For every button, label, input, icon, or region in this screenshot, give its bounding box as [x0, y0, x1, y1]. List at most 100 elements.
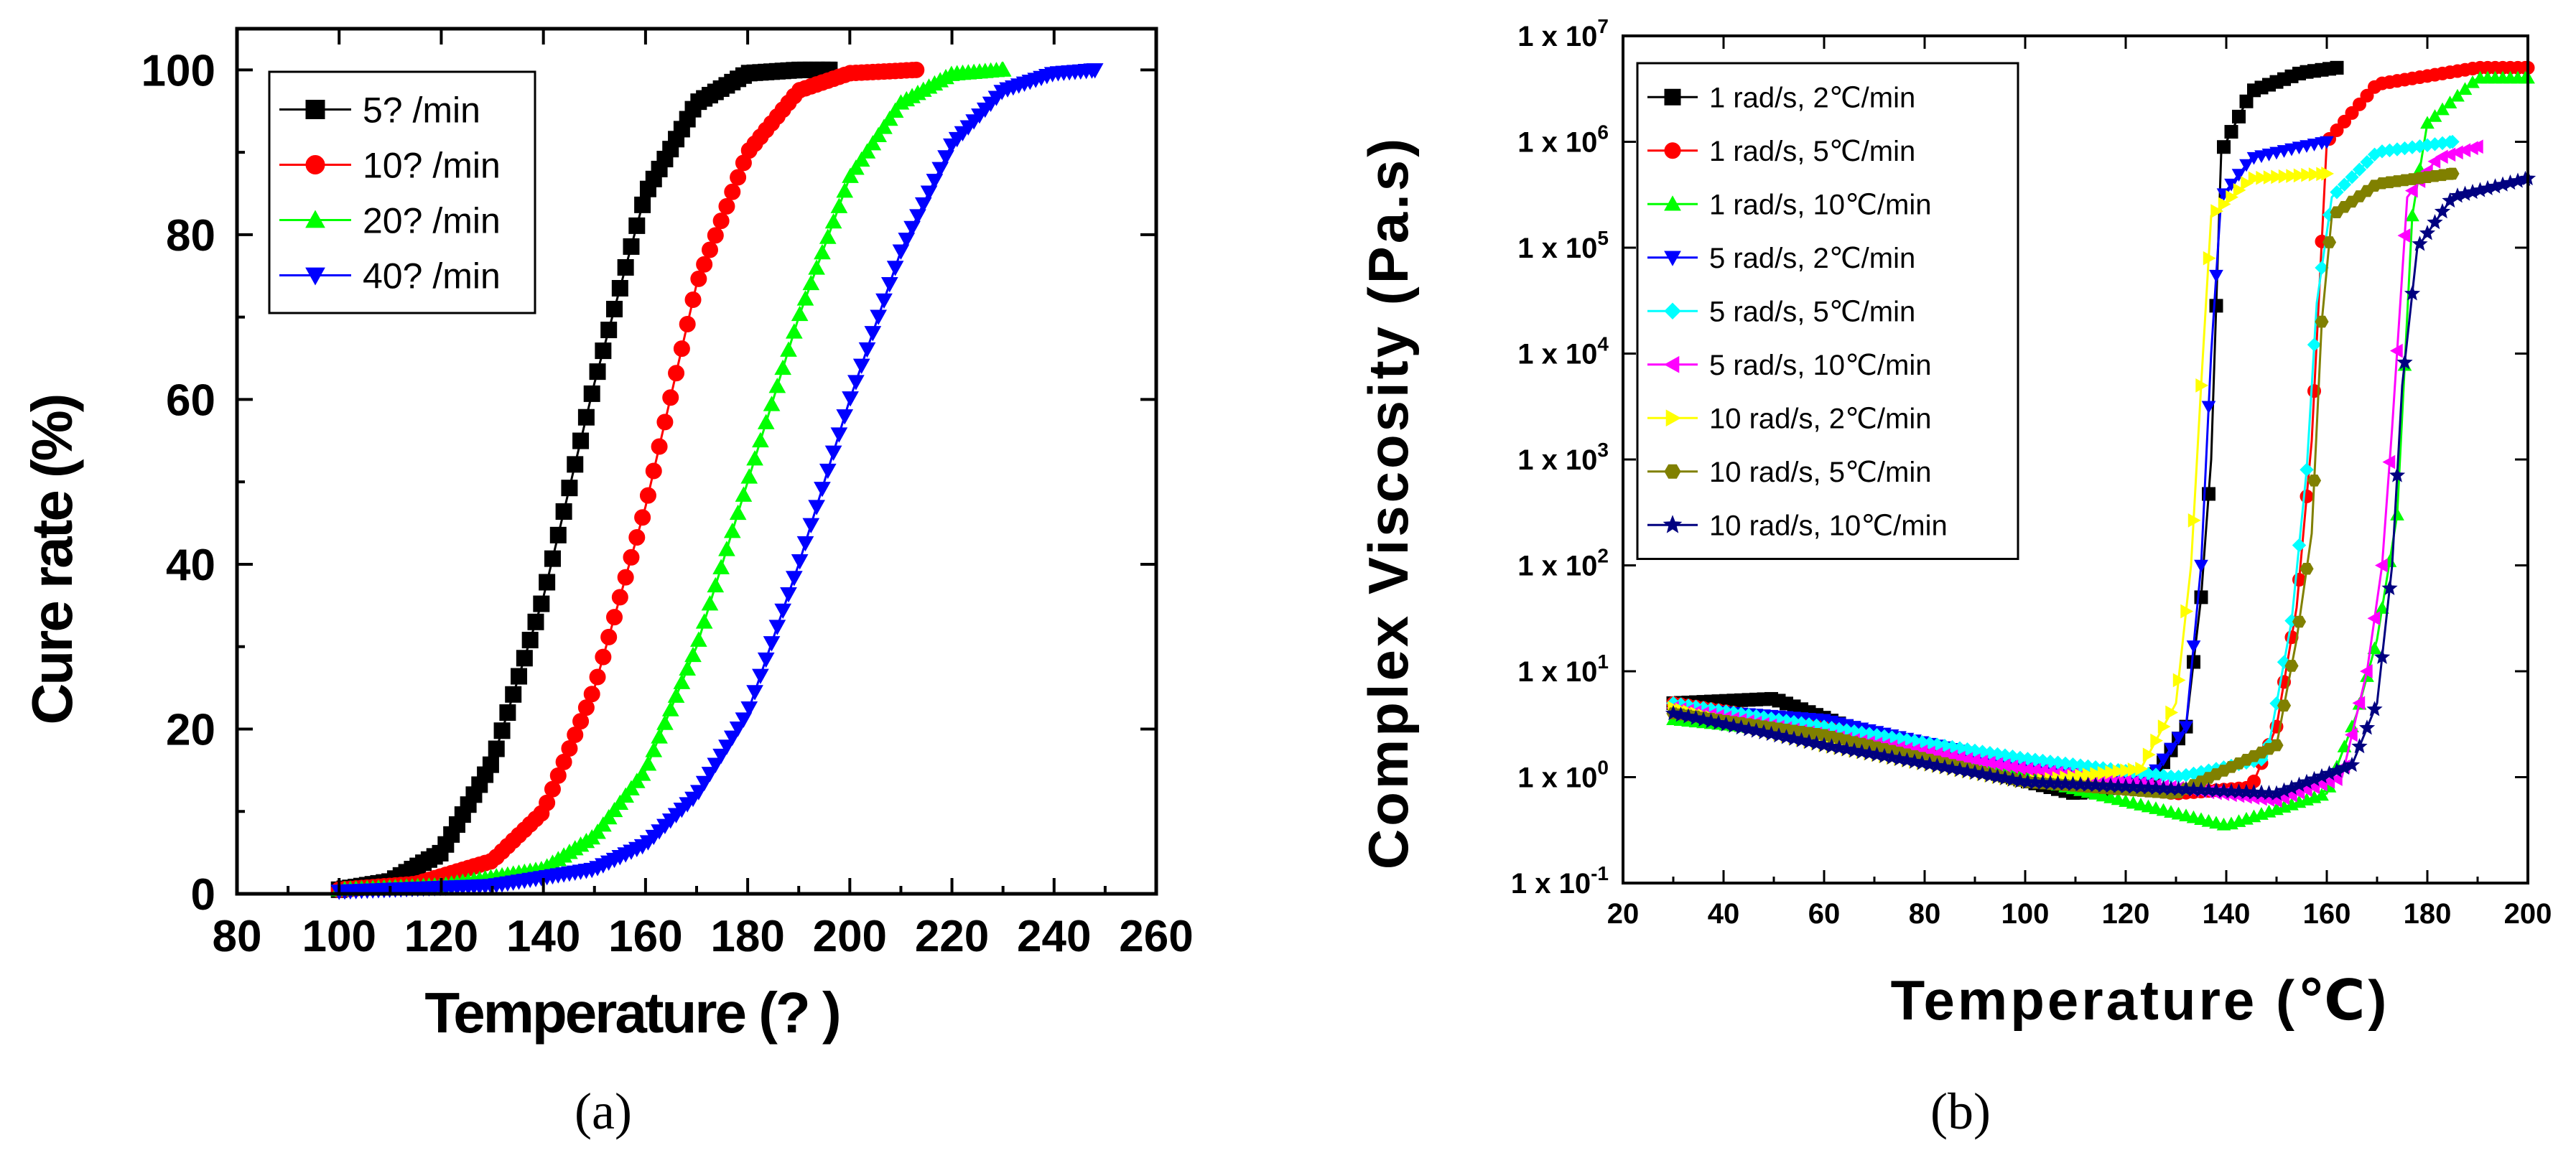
data-point — [814, 243, 831, 260]
data-point — [623, 549, 640, 566]
data-point — [2434, 203, 2451, 219]
data-point — [2345, 169, 2359, 185]
legend-item: 40? /min — [279, 256, 501, 297]
data-point — [527, 613, 544, 630]
data-point — [2427, 154, 2441, 169]
data-point — [589, 363, 606, 381]
legend-label: 10 rad/s, 5℃/min — [1709, 457, 1932, 488]
data-point — [802, 518, 820, 533]
data-point — [791, 305, 809, 322]
chart-b-y-axis-title: Complex Viscosity (Pa.s) — [1357, 136, 1420, 869]
data-point — [2201, 813, 2216, 827]
data-point — [611, 589, 628, 606]
data-point — [2135, 761, 2149, 776]
data-point — [2217, 140, 2231, 154]
data-point — [2445, 167, 2460, 180]
data-point — [695, 613, 713, 629]
data-point — [2353, 97, 2366, 111]
data-point — [2224, 125, 2238, 139]
data-point — [539, 574, 556, 591]
data-point — [634, 509, 651, 526]
data-point — [808, 500, 825, 515]
data-point — [774, 359, 792, 375]
data-point — [2404, 285, 2421, 301]
series-4 — [330, 63, 1104, 900]
data-point — [2180, 604, 2194, 619]
data-point — [628, 217, 646, 234]
data-point — [1846, 742, 1863, 758]
data-point — [852, 358, 870, 374]
data-point — [2301, 167, 2315, 182]
data-point — [572, 432, 590, 449]
data-point — [914, 197, 932, 213]
data-point — [2164, 805, 2178, 818]
legend-label: 10 rad/s, 10℃/min — [1709, 510, 1948, 541]
y-tick-label: 60 — [166, 375, 215, 425]
data-point — [819, 228, 837, 244]
legend-box — [1636, 62, 2019, 560]
data-point — [2157, 719, 2171, 734]
data-point — [830, 197, 848, 213]
data-point — [2149, 801, 2163, 814]
data-point — [1869, 746, 1885, 762]
data-point — [583, 686, 600, 703]
y-tick-label: 80 — [166, 211, 215, 261]
data-point — [819, 463, 837, 480]
data-point — [2351, 738, 2368, 754]
data-point — [493, 722, 511, 739]
y-tick-label: 1 x 104 — [1517, 333, 1609, 370]
caption-a: (a) — [575, 1083, 632, 1140]
y-tick-label: 20 — [166, 705, 215, 755]
legend-item: 1 rad/s, 2℃/min — [1647, 82, 1915, 113]
legend-marker — [1664, 464, 1681, 479]
data-point — [2427, 109, 2442, 122]
data-point — [567, 456, 584, 473]
data-point — [1854, 743, 1870, 760]
legend-label: 5 rad/s, 2℃/min — [1709, 243, 1915, 274]
data-point — [892, 244, 910, 260]
data-point — [1914, 755, 1930, 770]
legend-marker — [305, 267, 325, 286]
data-point — [864, 135, 882, 151]
data-point — [600, 322, 618, 339]
data-point — [2284, 660, 2299, 672]
data-point — [2218, 197, 2231, 212]
data-point — [870, 126, 888, 143]
data-point — [780, 341, 797, 357]
chart-a-axes — [235, 27, 1158, 896]
chart-a-legend: 5? /min 10? /min 20? /min 40? /min — [268, 70, 536, 314]
data-point — [752, 431, 769, 448]
data-point — [1876, 747, 1893, 763]
y-tick-label: 1 x 102 — [1517, 545, 1609, 582]
data-point — [880, 277, 898, 293]
data-point — [707, 576, 725, 593]
data-point — [2232, 109, 2246, 123]
data-point — [2209, 269, 2223, 283]
data-point — [847, 159, 865, 175]
data-point — [645, 462, 662, 480]
data-point — [746, 450, 763, 466]
y-tick-label: 1 x 106 — [1517, 121, 1609, 159]
data-point — [2284, 143, 2299, 157]
data-point — [740, 468, 758, 484]
data-point — [2367, 611, 2381, 626]
caption-b: (b) — [1930, 1083, 1991, 1140]
data-point — [2012, 772, 2029, 788]
data-point — [2111, 792, 2126, 806]
data-point — [667, 687, 685, 703]
data-point — [1966, 764, 1984, 780]
data-point — [2381, 579, 2398, 595]
x-tick-label: 160 — [608, 912, 682, 961]
chart-b-data-marks — [1665, 60, 2537, 831]
data-point — [2269, 739, 2284, 752]
data-point — [633, 765, 651, 781]
data-point — [684, 646, 702, 663]
x-tick-label: 40 — [1708, 898, 1740, 930]
data-point — [2373, 648, 2391, 664]
data-point — [2231, 169, 2246, 182]
data-point — [768, 620, 786, 635]
data-point — [2358, 719, 2376, 735]
data-point — [729, 504, 747, 521]
data-point — [858, 143, 876, 159]
data-point — [488, 740, 505, 757]
